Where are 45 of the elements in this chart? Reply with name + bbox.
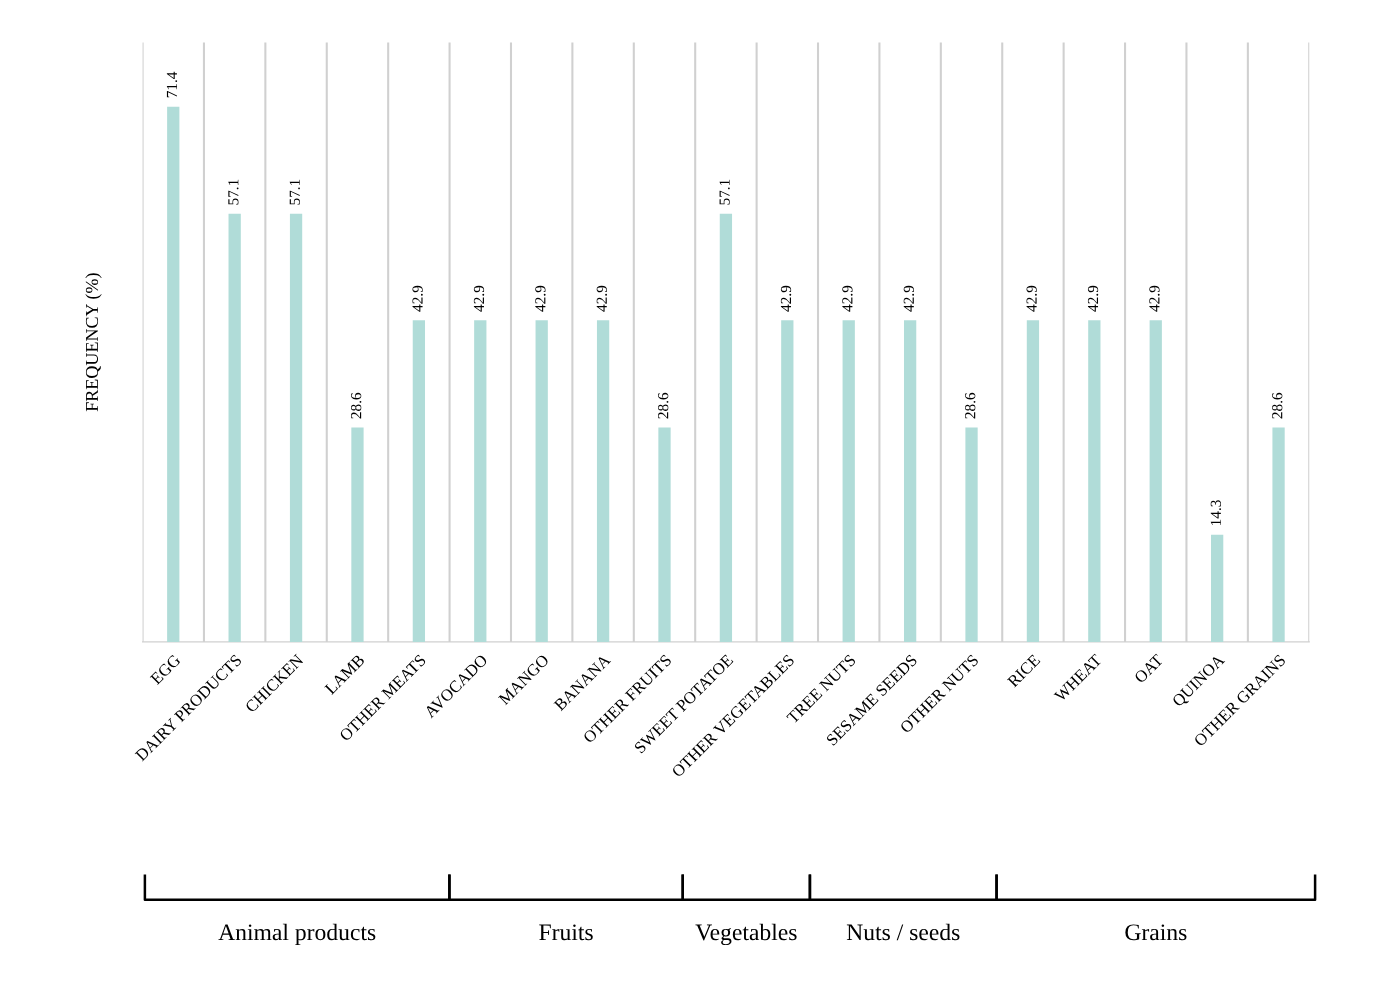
bar xyxy=(719,213,733,642)
bar xyxy=(842,320,855,642)
bar xyxy=(228,213,241,642)
data-label: 42.9 xyxy=(535,285,546,312)
bar xyxy=(474,320,487,642)
bar xyxy=(535,320,548,642)
data-label: 42.9 xyxy=(1087,285,1099,312)
text: Vegetables xyxy=(695,923,797,946)
data-label: 42.9 xyxy=(903,285,915,312)
bar xyxy=(965,427,978,642)
data-label: 28.6 xyxy=(965,392,976,419)
data-label: 14.3 xyxy=(1210,500,1222,526)
data-label: 42.9 xyxy=(596,285,607,312)
bar xyxy=(351,427,364,642)
bar xyxy=(412,320,426,642)
data-label: 57.1 xyxy=(228,179,239,205)
data-label: 28.6 xyxy=(658,392,669,419)
data-label: 42.9 xyxy=(412,285,423,312)
bar xyxy=(781,320,794,642)
bar xyxy=(596,320,610,642)
data-label: 28.6 xyxy=(1272,392,1283,419)
data-label: 42.9 xyxy=(1026,285,1037,312)
text: Animal products xyxy=(218,923,376,946)
bar xyxy=(658,427,671,642)
text: Grains xyxy=(1125,924,1187,941)
data-label: 57.1 xyxy=(289,179,300,205)
data-label: 71.4 xyxy=(166,71,178,98)
bar xyxy=(1272,427,1285,642)
bar xyxy=(1149,320,1162,642)
bar xyxy=(1211,534,1224,642)
data-label: 42.9 xyxy=(842,285,853,312)
data-label: 42.9 xyxy=(473,285,485,312)
data-label: 42.9 xyxy=(1149,285,1160,312)
bar xyxy=(903,320,917,642)
bar xyxy=(167,106,180,642)
data-label: 42.9 xyxy=(780,285,792,312)
y-axis-title: FREQUENCY (%) xyxy=(85,273,102,412)
data-label: 57.1 xyxy=(719,179,730,205)
text: Nuts / seeds xyxy=(846,923,960,941)
text: Fruits xyxy=(539,924,593,941)
bar xyxy=(1026,320,1040,642)
bar xyxy=(1088,320,1101,642)
data-label: 28.6 xyxy=(350,392,362,419)
x-tick-label: OAT xyxy=(1133,653,1164,684)
bar xyxy=(289,213,303,642)
